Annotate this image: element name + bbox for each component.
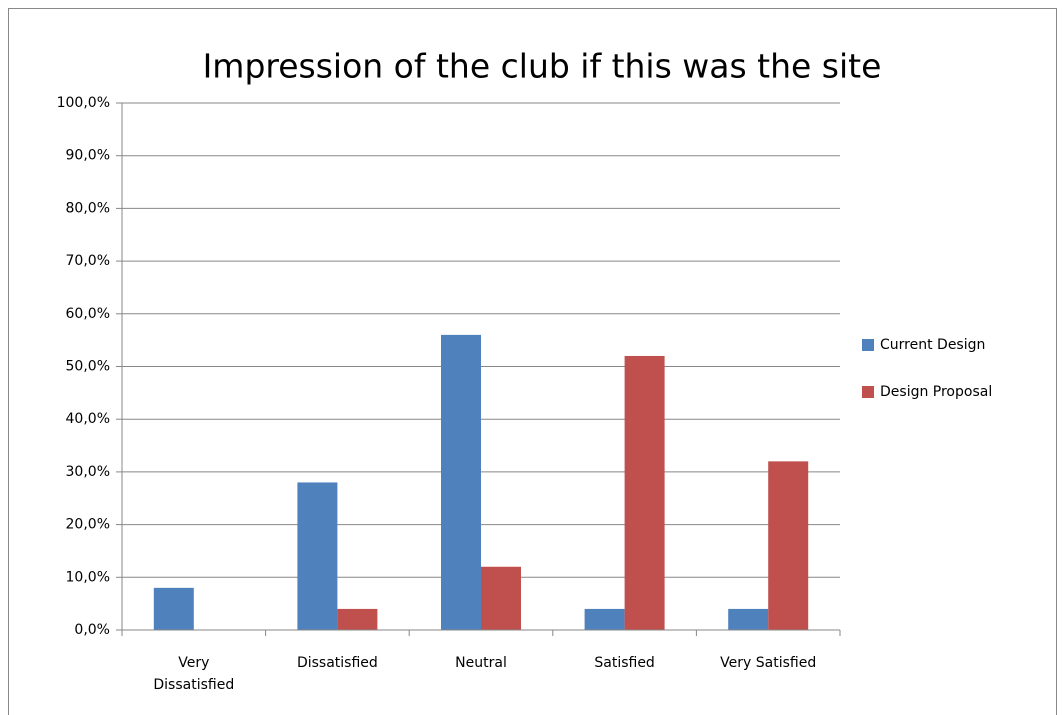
x-tick-label: Very Satisfied <box>720 655 817 671</box>
legend-swatch <box>862 386 874 398</box>
y-tick-label: 0,0% <box>74 622 110 638</box>
y-tick-label: 40,0% <box>66 411 110 427</box>
legend-label: Design Proposal <box>880 384 992 400</box>
x-tick-label: Neutral <box>455 655 507 671</box>
legend-swatch <box>862 339 874 351</box>
bar <box>728 608 769 630</box>
y-tick-label: 100,0% <box>57 95 110 111</box>
chart-border <box>8 8 1057 715</box>
y-tick-label: 70,0% <box>66 253 110 269</box>
bar <box>624 355 665 630</box>
bar <box>768 461 809 630</box>
x-tick-label: Satisfied <box>594 655 655 671</box>
bar <box>337 608 378 630</box>
y-tick-label: 20,0% <box>66 517 110 533</box>
y-tick-label: 10,0% <box>66 569 110 585</box>
x-tick-label: Very Dissatisfied <box>153 655 235 693</box>
y-tick-label: 50,0% <box>66 359 110 375</box>
y-tick-label: 80,0% <box>66 200 110 216</box>
bar <box>481 566 521 630</box>
bar <box>153 587 194 630</box>
bar <box>297 482 338 630</box>
legend-label: Current Design <box>880 337 985 353</box>
y-tick-label: 90,0% <box>66 148 110 164</box>
bar <box>584 608 625 630</box>
x-tick-label: Dissatisfied <box>296 655 378 671</box>
chart-title: Impression of the club if this was the s… <box>203 47 882 86</box>
y-tick-label: 60,0% <box>66 306 110 322</box>
bar <box>441 334 481 630</box>
y-tick-label: 30,0% <box>66 464 110 480</box>
